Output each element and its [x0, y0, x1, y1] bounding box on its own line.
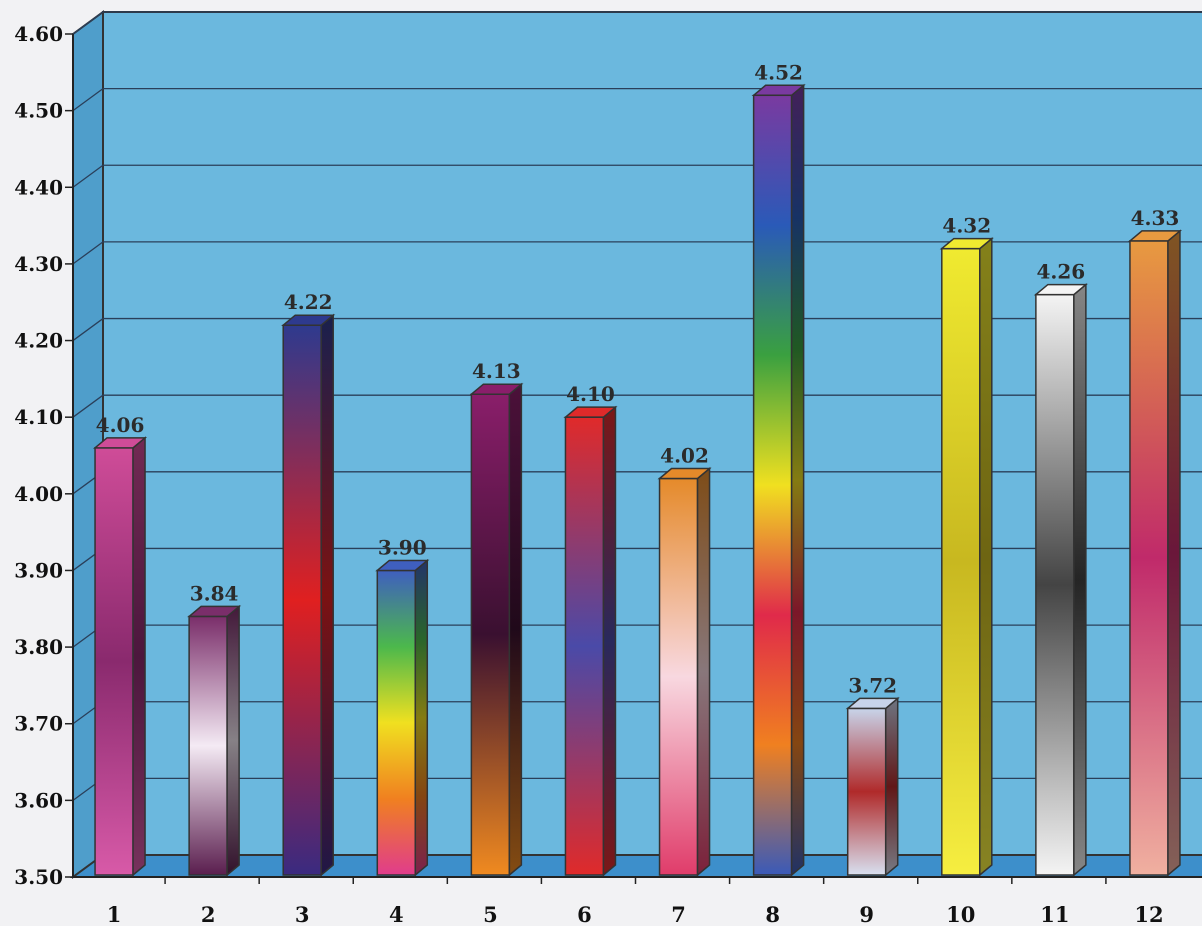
- bar-1: [92, 436, 148, 877]
- x-tick-label: 8: [765, 902, 780, 926]
- x-tick-label: 2: [201, 902, 216, 926]
- bar-8: [751, 83, 806, 877]
- bar-top: [657, 467, 712, 480]
- x-tick-label: 1: [107, 902, 122, 926]
- x-axis: 1 2 3 4 5 6 7 8 9 10 11 12: [73, 876, 1202, 926]
- plot-floor: [69, 854, 1202, 878]
- x-tick-label: 10: [946, 902, 975, 926]
- bar-side: [979, 236, 993, 877]
- gridline: [72, 394, 1202, 418]
- gridline: [72, 87, 1202, 112]
- data-label: 4.13: [472, 359, 521, 383]
- y-tick-label: 4.20: [14, 329, 63, 353]
- bar-side: [508, 382, 523, 877]
- bar-top: [469, 383, 524, 395]
- bar-side: [320, 313, 334, 877]
- bar-top: [751, 84, 806, 97]
- bar-7: [657, 466, 712, 877]
- bar-front: [1035, 293, 1075, 876]
- bar-9: [845, 696, 900, 877]
- x-tick-label: 5: [483, 902, 498, 926]
- gridline: [72, 241, 1202, 265]
- bar-front: [941, 247, 981, 876]
- bar-front: [564, 416, 605, 876]
- bar-side: [1167, 229, 1181, 877]
- bar-top: [281, 314, 336, 326]
- y-tick-label: 4.60: [14, 22, 63, 46]
- bar-side: [602, 405, 617, 877]
- bar-front: [1129, 240, 1169, 876]
- bar-4: [375, 558, 430, 877]
- bar-5: [469, 382, 524, 877]
- data-label: 4.52: [754, 60, 803, 84]
- bar-side: [132, 436, 146, 877]
- gridline: [72, 164, 1202, 188]
- bar-11: [1033, 282, 1088, 877]
- bars: [92, 83, 1183, 877]
- data-label: 4.32: [942, 214, 991, 238]
- x-tick-label: 9: [859, 902, 874, 926]
- bar-side: [884, 696, 899, 877]
- bar-10: [939, 236, 994, 877]
- x-tick-label: 3: [295, 902, 310, 926]
- bar-top: [1127, 230, 1183, 242]
- data-label: 4.33: [1131, 206, 1180, 230]
- y-tick-label: 4.10: [14, 405, 63, 429]
- bar-6: [563, 405, 618, 877]
- data-label: 3.72: [848, 673, 897, 697]
- data-label: 4.02: [660, 443, 709, 467]
- data-label: 4.06: [96, 413, 145, 437]
- bar-top: [939, 237, 994, 250]
- gridline: [72, 317, 1202, 342]
- bar-front: [188, 615, 228, 876]
- data-label: 4.22: [284, 290, 333, 314]
- y-tick-label: 3.50: [14, 865, 63, 889]
- y-tick-label: 4.40: [14, 175, 63, 199]
- x-tick-label: 4: [389, 902, 404, 926]
- bar-top: [187, 605, 242, 618]
- y-tick-label: 4.00: [14, 482, 63, 506]
- bar-2: [187, 604, 242, 877]
- bar-front: [94, 447, 134, 876]
- bar-front: [752, 94, 793, 876]
- bar-12: [1127, 229, 1183, 877]
- y-tick-label: 3.90: [14, 558, 63, 582]
- bar-side: [1073, 282, 1087, 877]
- data-label: 4.26: [1037, 260, 1086, 284]
- bar-3: [281, 313, 336, 877]
- y-tick-label: 3.70: [14, 712, 63, 736]
- data-label: 4.10: [566, 382, 615, 406]
- bar-front: [470, 393, 511, 876]
- x-tick-label: 11: [1040, 902, 1069, 926]
- data-label: 3.84: [190, 581, 239, 605]
- bar-side: [696, 466, 711, 877]
- bar-front: [282, 324, 322, 876]
- bar-front: [376, 569, 417, 876]
- gridline: [72, 11, 1202, 35]
- x-tick-label: 6: [577, 902, 592, 926]
- data-label: 3.90: [378, 535, 427, 559]
- bar-side: [414, 558, 429, 877]
- bar-top: [375, 559, 430, 572]
- y-tick-label: 4.50: [14, 99, 63, 123]
- bar-front: [658, 477, 699, 876]
- bar-top: [845, 697, 900, 710]
- bar-side: [226, 604, 240, 877]
- y-tick-label: 3.80: [14, 635, 63, 659]
- bar-top: [92, 437, 148, 449]
- y-tick-label: 3.60: [14, 788, 63, 812]
- bar-top: [563, 406, 618, 418]
- x-tick-label: 12: [1134, 902, 1163, 926]
- y-tick-label: 4.30: [14, 252, 63, 276]
- bar-front: [846, 707, 887, 876]
- x-tick-label: 7: [671, 902, 686, 926]
- y-axis: 3.50 3.60 3.70 3.80 3.90 4.00 4.10 4.20 4.30 4.40…: [14, 22, 74, 889]
- data-labels: 4.06 3.84 4.22 3.90 4.13 4.10 4.02 4.52 3.72 4.32…: [96, 60, 1180, 697]
- bar-top: [1033, 283, 1088, 296]
- bar-side: [790, 83, 805, 877]
